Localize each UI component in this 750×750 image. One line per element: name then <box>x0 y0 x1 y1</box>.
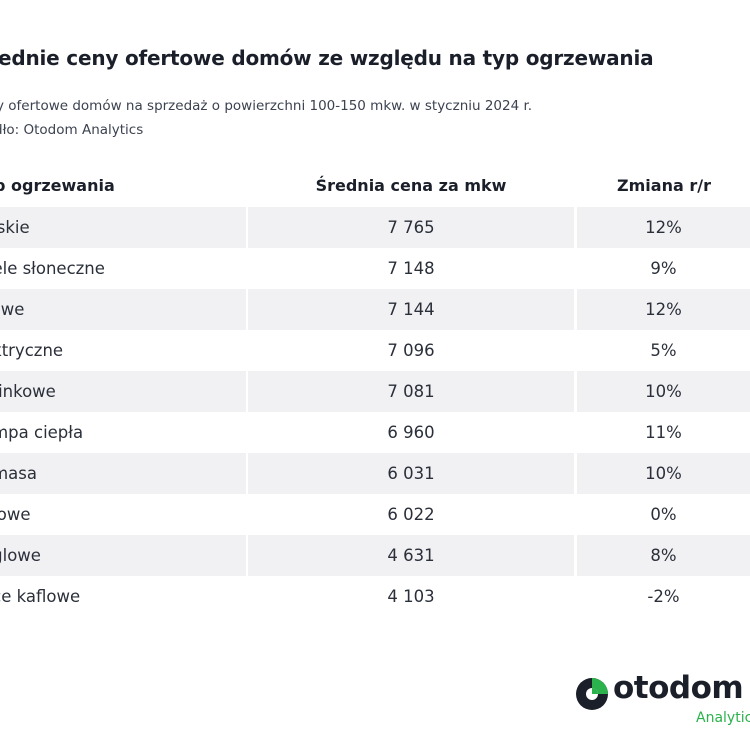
cell-price: 6 960 <box>387 423 435 442</box>
cell-price: 4 103 <box>387 587 435 606</box>
cell-heating-type: ompa ciepła <box>0 423 84 442</box>
table-row: ejskie 7 765 12% <box>0 207 750 248</box>
column-header-type: p ogrzewania <box>0 176 115 195</box>
cell-change: 0% <box>650 505 677 524</box>
page-title: ednie ceny ofertowe domów ze względu na … <box>0 46 654 70</box>
cell-price: 7 148 <box>387 259 435 278</box>
otodom-logo: otodom Analytics <box>575 670 750 734</box>
cell-change: 8% <box>577 535 750 576</box>
cell-change: 11% <box>645 423 682 442</box>
cell-heating-type: ejskie <box>0 207 246 248</box>
cell-price: 4 631 <box>248 535 574 576</box>
cell-price: 7 765 <box>248 207 574 248</box>
subtitle: y ofertowe domów na sprzedaż o powierzch… <box>0 98 533 114</box>
cell-price: 7 144 <box>248 289 574 330</box>
cell-price: 6 022 <box>387 505 435 524</box>
table-row: nele słoneczne 7 148 9% <box>0 248 750 289</box>
cell-price: 6 031 <box>248 453 574 494</box>
cell-change: 12% <box>577 289 750 330</box>
table-row: ece kaflowe 4 103 -2% <box>0 576 750 617</box>
cell-change: 9% <box>650 259 677 278</box>
source-note: dło: Otodom Analytics <box>0 122 144 138</box>
cell-change: 12% <box>577 207 750 248</box>
cell-change: 5% <box>650 341 677 360</box>
price-table: ejskie 7 765 12% nele słoneczne 7 148 9%… <box>0 207 750 617</box>
table-row: minkowe 7 081 10% <box>0 371 750 412</box>
cell-heating-type: minkowe <box>0 371 246 412</box>
cell-heating-type: omasa <box>0 453 246 494</box>
cell-heating-type: ektryczne <box>0 341 64 360</box>
table-row: ompa ciepła 6 960 11% <box>0 412 750 453</box>
table-row: omasa 6 031 10% <box>0 453 750 494</box>
cell-change: 10% <box>577 371 750 412</box>
cell-price: 7 081 <box>248 371 574 412</box>
column-header-change: Zmiana r/r <box>617 176 711 195</box>
column-header-price: Średnia cena za mkw <box>315 176 507 195</box>
cell-price: 7 096 <box>387 341 435 360</box>
table-row: ejowe 6 022 0% <box>0 494 750 535</box>
logo-subtext: Analytics <box>696 710 750 726</box>
logo-wordmark: otodom <box>613 670 744 706</box>
table-row: eglowe 4 631 8% <box>0 535 750 576</box>
cell-heating-type: zowe <box>0 289 246 330</box>
cell-heating-type: eglowe <box>0 535 246 576</box>
cell-change: -2% <box>647 587 680 606</box>
cell-heating-type: ejowe <box>0 505 31 524</box>
cell-heating-type: nele słoneczne <box>0 259 105 278</box>
otodom-logo-icon <box>576 678 608 710</box>
cell-heating-type: ece kaflowe <box>0 587 81 606</box>
table-row: zowe 7 144 12% <box>0 289 750 330</box>
table-row: ektryczne 7 096 5% <box>0 330 750 371</box>
cell-change: 10% <box>577 453 750 494</box>
